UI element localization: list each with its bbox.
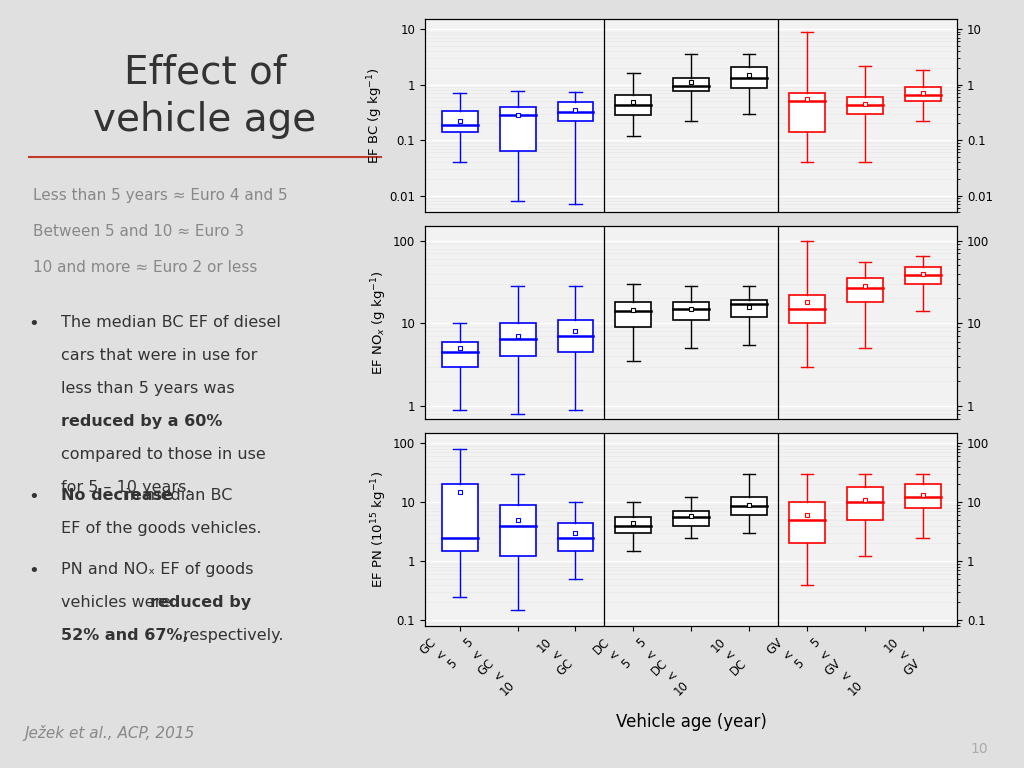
Text: •: • [29, 315, 39, 333]
Y-axis label: EF BC (g kg$^{-1}$): EF BC (g kg$^{-1}$) [366, 68, 385, 164]
FancyBboxPatch shape [731, 498, 767, 515]
FancyBboxPatch shape [847, 487, 883, 520]
Text: in median BC: in median BC [120, 488, 232, 503]
FancyBboxPatch shape [673, 78, 710, 91]
Text: PN and NOₓ EF of goods: PN and NOₓ EF of goods [61, 562, 254, 578]
FancyBboxPatch shape [500, 323, 536, 356]
FancyBboxPatch shape [790, 93, 825, 132]
FancyBboxPatch shape [500, 505, 536, 557]
Text: Ježek et al., ACP, 2015: Ježek et al., ACP, 2015 [25, 725, 195, 741]
FancyBboxPatch shape [731, 300, 767, 317]
Text: 52% and 67%,: 52% and 67%, [61, 628, 189, 644]
Text: reduced by: reduced by [150, 595, 251, 611]
Text: less than 5 years was: less than 5 years was [61, 381, 236, 396]
FancyBboxPatch shape [441, 111, 477, 132]
Text: •: • [29, 562, 39, 580]
FancyBboxPatch shape [557, 320, 593, 353]
FancyBboxPatch shape [441, 342, 477, 367]
Text: respectively.: respectively. [178, 628, 284, 644]
FancyBboxPatch shape [790, 502, 825, 544]
FancyBboxPatch shape [847, 278, 883, 303]
Text: 10 and more ≈ Euro 2 or less: 10 and more ≈ Euro 2 or less [33, 260, 257, 276]
FancyBboxPatch shape [615, 518, 651, 533]
FancyBboxPatch shape [500, 107, 536, 151]
FancyBboxPatch shape [673, 511, 710, 525]
Y-axis label: EF NO$_x$ (g kg$^{-1}$): EF NO$_x$ (g kg$^{-1}$) [370, 270, 389, 375]
FancyBboxPatch shape [615, 303, 651, 327]
FancyBboxPatch shape [557, 522, 593, 551]
FancyBboxPatch shape [847, 97, 883, 114]
Y-axis label: EF PN (10$^{15}$ kg$^{-1}$): EF PN (10$^{15}$ kg$^{-1}$) [370, 471, 389, 588]
Text: cars that were in use for: cars that were in use for [61, 348, 258, 363]
Text: Between 5 and 10 ≈ Euro 3: Between 5 and 10 ≈ Euro 3 [33, 224, 244, 240]
FancyBboxPatch shape [731, 67, 767, 88]
FancyBboxPatch shape [441, 485, 477, 551]
Text: Vehicle age (year): Vehicle age (year) [615, 713, 767, 731]
FancyBboxPatch shape [905, 267, 941, 284]
FancyBboxPatch shape [905, 485, 941, 508]
FancyBboxPatch shape [615, 95, 651, 115]
Text: reduced by a 60%: reduced by a 60% [61, 414, 223, 429]
Text: Less than 5 years ≈ Euro 4 and 5: Less than 5 years ≈ Euro 4 and 5 [33, 188, 288, 204]
Text: No decrease: No decrease [61, 488, 173, 503]
FancyBboxPatch shape [905, 87, 941, 101]
FancyBboxPatch shape [790, 295, 825, 323]
Text: compared to those in use: compared to those in use [61, 447, 266, 462]
FancyBboxPatch shape [557, 102, 593, 121]
Text: vehicles were: vehicles were [61, 595, 176, 611]
FancyBboxPatch shape [673, 303, 710, 320]
Text: •: • [29, 488, 39, 505]
Text: 10: 10 [971, 742, 988, 756]
Text: Effect of
vehicle age: Effect of vehicle age [93, 54, 316, 139]
Text: The median BC EF of diesel: The median BC EF of diesel [61, 315, 282, 330]
Text: for 5 – 10 years.: for 5 – 10 years. [61, 480, 191, 495]
Text: EF of the goods vehicles.: EF of the goods vehicles. [61, 521, 262, 536]
